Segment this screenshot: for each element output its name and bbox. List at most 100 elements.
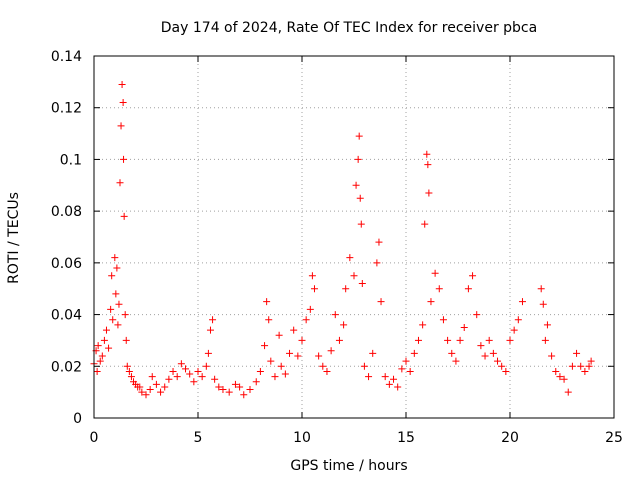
data-point	[119, 99, 127, 107]
y-tick-label: 0.14	[51, 49, 82, 65]
data-point	[421, 220, 429, 228]
data-point	[423, 150, 431, 158]
grid	[94, 56, 614, 418]
data-point	[489, 349, 497, 357]
data-point	[502, 367, 510, 375]
data-point	[306, 305, 314, 313]
data-point	[211, 375, 219, 383]
x-axis-label: GPS time / hours	[290, 458, 407, 474]
data-point	[302, 316, 310, 324]
data-point	[346, 254, 354, 262]
data-point	[165, 375, 173, 383]
data-point	[506, 336, 514, 344]
y-axis-label: ROTI / TECUs	[6, 192, 22, 284]
data-point	[402, 357, 410, 365]
data-point	[448, 349, 456, 357]
data-point	[267, 357, 275, 365]
data-point	[116, 179, 124, 187]
data-point	[357, 220, 365, 228]
x-tick-label: 10	[293, 430, 311, 446]
data-point	[323, 367, 331, 375]
data-point	[365, 373, 373, 381]
data-point	[100, 336, 108, 344]
data-point	[439, 316, 447, 324]
data-point	[94, 342, 102, 350]
data-point	[152, 380, 160, 388]
data-point	[340, 321, 348, 329]
data-point	[473, 311, 481, 319]
data-point	[146, 386, 154, 394]
data-point	[356, 194, 364, 202]
data-point	[202, 362, 210, 370]
data-point	[98, 352, 106, 360]
data-point	[552, 367, 560, 375]
data-point	[485, 336, 493, 344]
data-point	[120, 212, 128, 220]
data-point	[142, 391, 150, 399]
data-point	[556, 373, 564, 381]
data-point	[271, 373, 279, 381]
data-point	[331, 311, 339, 319]
data-point	[581, 367, 589, 375]
data-point	[246, 386, 254, 394]
data-point	[577, 362, 585, 370]
plot-frame	[93, 55, 615, 419]
y-tick-label: 0.06	[51, 256, 82, 272]
data-point	[281, 370, 289, 378]
y-tick-label: 0.02	[51, 359, 82, 375]
data-point	[105, 344, 113, 352]
data-point	[236, 383, 244, 391]
data-point	[111, 254, 119, 262]
data-point	[198, 373, 206, 381]
data-point	[377, 298, 385, 306]
data-point	[308, 272, 316, 280]
data-point	[112, 290, 120, 298]
data-point	[277, 362, 285, 370]
data-point	[219, 386, 227, 394]
x-tick-label: 0	[90, 430, 99, 446]
data-point	[231, 380, 239, 388]
data-point	[252, 378, 260, 386]
data-point	[209, 316, 217, 324]
data-point	[419, 321, 427, 329]
data-point	[298, 336, 306, 344]
data-point	[315, 352, 323, 360]
data-point	[425, 189, 433, 197]
data-point	[182, 365, 190, 373]
data-point	[373, 259, 381, 267]
data-point	[518, 298, 526, 306]
data-point	[286, 349, 294, 357]
data-point	[206, 326, 214, 334]
data-point	[96, 357, 104, 365]
data-points	[90, 80, 595, 399]
data-point	[435, 285, 443, 293]
data-point	[456, 336, 464, 344]
data-point	[510, 326, 518, 334]
data-point	[355, 132, 363, 140]
data-point	[414, 336, 422, 344]
data-point	[118, 80, 126, 88]
data-point	[424, 161, 432, 169]
data-point	[113, 264, 121, 272]
data-point	[169, 367, 177, 375]
data-point	[319, 362, 327, 370]
data-point	[215, 383, 223, 391]
data-point	[469, 272, 477, 280]
data-point	[568, 362, 576, 370]
data-point	[148, 373, 156, 381]
x-tick-label: 5	[194, 430, 203, 446]
data-point	[342, 285, 350, 293]
data-point	[369, 349, 377, 357]
data-point	[537, 285, 545, 293]
data-point	[548, 352, 556, 360]
y-tick-label: 0.04	[51, 308, 82, 324]
y-tick-label: 0.08	[51, 204, 82, 220]
data-point	[115, 300, 123, 308]
data-point	[190, 378, 198, 386]
data-point	[120, 155, 128, 163]
data-point	[564, 388, 572, 396]
data-point	[102, 326, 110, 334]
y-tick-label: 0.1	[60, 152, 82, 168]
data-point	[138, 388, 146, 396]
